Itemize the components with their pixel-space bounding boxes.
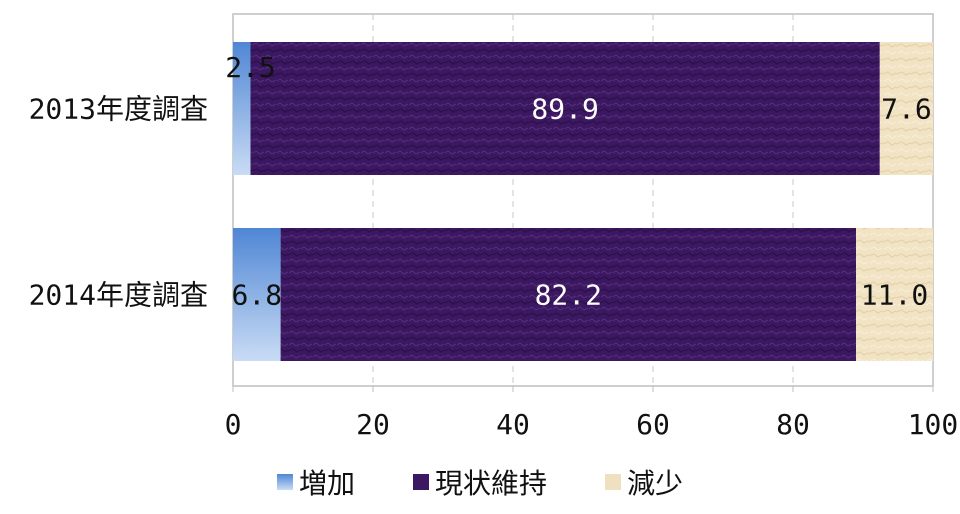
- bar-decrease-1: [879, 42, 933, 175]
- data-label-decrease-2: 11.0: [861, 279, 928, 312]
- category-label: 2014年度調査: [29, 279, 208, 312]
- x-tick-label: 60: [636, 408, 670, 440]
- legend-swatch-maintain: [412, 474, 429, 490]
- x-tick-label: 40: [496, 408, 530, 440]
- bar-increase-1: [233, 42, 251, 175]
- stacked-bar-chart: 2.5 89.9 7.6 6.8 82.2 11.0 0 20 40 60 80 100 2013年度…: [29, 13, 959, 441]
- bar-maintain-2: [280, 228, 857, 361]
- legend-label-decrease: 減少: [627, 467, 684, 500]
- category-label: 2013年度調査: [29, 93, 208, 126]
- x-tick-label: 0: [225, 408, 242, 440]
- legend-item-increase: 増加: [276, 462, 355, 502]
- legend-item-decrease: 減少: [605, 462, 683, 502]
- legend-swatch-decrease: [605, 474, 621, 490]
- legend-label-increase: 増加: [298, 467, 355, 500]
- bar-increase-2: [233, 228, 281, 361]
- legend-item-maintain: 現状維持: [412, 462, 547, 502]
- data-label-maintain-2: 82.2: [535, 279, 602, 312]
- x-tick-label: 80: [776, 408, 810, 440]
- data-label-increase-1: 2.5: [225, 51, 276, 84]
- x-tick-label: 100: [908, 408, 959, 440]
- bar-maintain-1: [250, 42, 880, 175]
- x-tick-label: 20: [356, 408, 390, 440]
- data-label-decrease-1: 7.6: [881, 93, 932, 126]
- bar-decrease-2: [856, 228, 933, 361]
- data-label-increase-2: 6.8: [232, 279, 283, 312]
- legend-label-maintain: 現状維持: [434, 467, 547, 500]
- data-label-maintain-1: 89.9: [531, 93, 598, 126]
- legend-swatch-increase: [276, 474, 293, 490]
- legend: 増加 現状維持 減少: [0, 462, 960, 502]
